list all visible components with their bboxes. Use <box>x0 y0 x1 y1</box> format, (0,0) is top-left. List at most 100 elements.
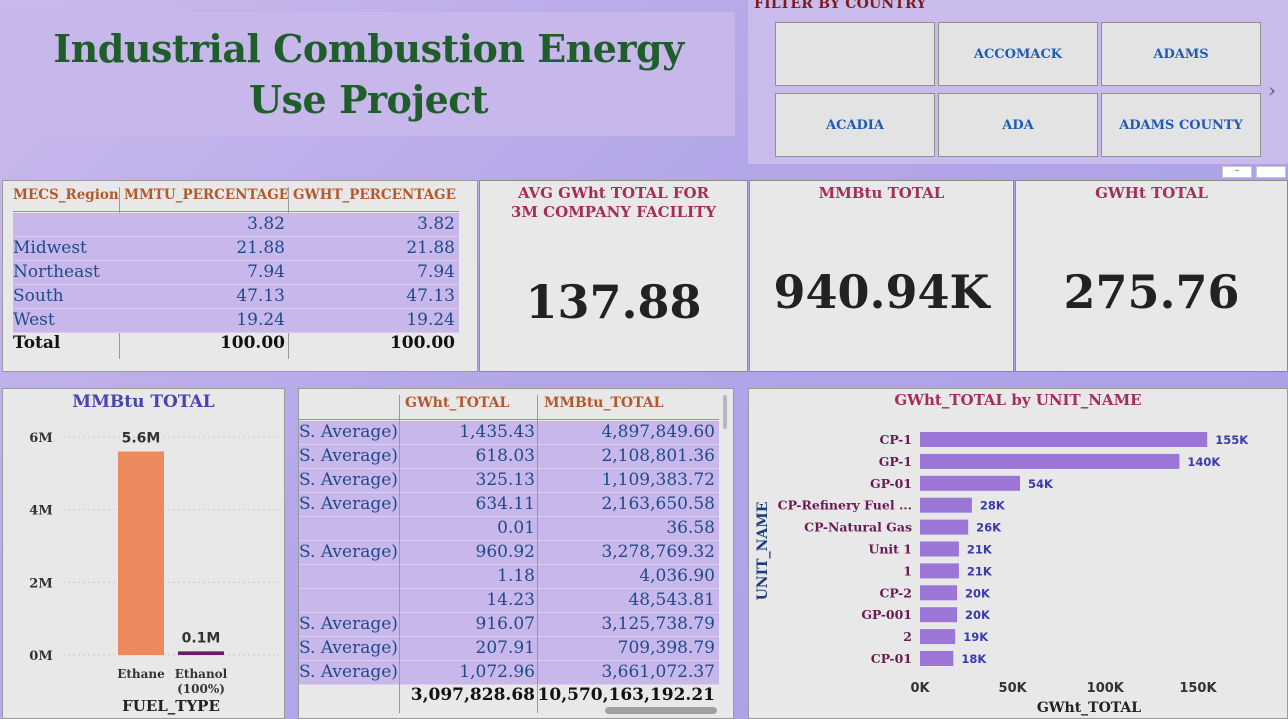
total-gwht: 100.00 <box>389 333 455 353</box>
gwht-total-cell: 634.11 <box>475 494 535 514</box>
total-label: Total <box>13 333 61 353</box>
mmbtu-total-cell: 3,125,738.79 <box>601 614 715 634</box>
data-label: 26K <box>976 521 1002 535</box>
table-row[interactable]: S. Average) 1,072.96 3,661,072.37 <box>299 661 719 685</box>
filter-option-ada[interactable]: ADA <box>938 93 1098 157</box>
chevron-right-icon[interactable]: › <box>1268 78 1276 102</box>
header-underline <box>299 419 719 420</box>
table-row[interactable]: South 47.13 47.13 <box>13 285 459 309</box>
table-row[interactable]: 14.23 48,543.81 <box>299 589 719 613</box>
bar-2 <box>920 629 956 645</box>
y-tick-label: CP-Refinery Fuel ... <box>778 498 912 513</box>
total-mmtu: 100.00 <box>219 333 285 353</box>
detail-total-row: 3,097,828.68 10,570,163,192.21 <box>299 685 719 709</box>
facility-name-cell: S. Average) <box>299 638 398 658</box>
table-row[interactable]: S. Average) 325.13 1,109,383.72 <box>299 469 719 493</box>
total-gwht: 3,097,828.68 <box>410 685 535 705</box>
y-tick-label: CP-01 <box>871 651 912 666</box>
column-header-mmtu[interactable]: MMTU_PERCENTAGE <box>124 187 290 203</box>
y-tick-label: 2M <box>29 576 52 591</box>
mmbtu-total-cell: 1,109,383.72 <box>601 470 715 490</box>
column-header-region[interactable]: MECS_Region <box>13 187 119 203</box>
mmbtu-total-cell: 3,661,072.37 <box>601 662 715 682</box>
y-tick-label: Unit 1 <box>868 542 912 557</box>
table-row[interactable]: S. Average) 916.07 3,125,738.79 <box>299 613 719 637</box>
data-label: 140K <box>1187 455 1221 469</box>
chart-title: MMBtu TOTAL <box>72 392 215 412</box>
table-row[interactable]: S. Average) 1,435.43 4,897,849.60 <box>299 421 719 445</box>
filter-option-acadia[interactable]: ACADIA <box>775 93 935 157</box>
bar-cp-1 <box>920 432 1208 447</box>
x-tick-label: (100%) <box>177 682 225 696</box>
horizontal-scrollbar[interactable] <box>605 707 717 714</box>
y-axis-label: UNIT_NAME <box>755 502 771 601</box>
gwht-total-cell: 1,072.96 <box>459 662 535 682</box>
bar-ethane <box>118 451 164 655</box>
region-name: West <box>13 310 55 330</box>
data-label: 19K <box>963 630 989 644</box>
data-label: 28K <box>980 499 1006 513</box>
filter-option-adams[interactable]: ADAMS <box>1101 22 1261 86</box>
x-tick-label: Ethane <box>117 667 165 681</box>
unit-name-bar-chart: CP-1 155K GP-1 140K GP-01 54K CP-Refinery Fuel… <box>755 432 1249 716</box>
kpi-title: GWHt TOTAL <box>1095 184 1208 202</box>
bar-gp-001 <box>920 607 958 623</box>
mmbtu-total-cell: 2,108,801.36 <box>601 446 715 466</box>
table-row[interactable]: West 19.24 19.24 <box>13 309 459 333</box>
vertical-scrollbar[interactable] <box>723 395 727 429</box>
filter-heading: FILTER BY COUNTRY <box>754 0 927 12</box>
y-tick-label: CP-2 <box>879 585 912 600</box>
column-header-gwht-total[interactable]: GWht_TOTAL <box>405 395 510 411</box>
region-name: Midwest <box>13 238 87 258</box>
gwht-percentage: 21.88 <box>406 238 455 258</box>
filter-option-accomack[interactable]: ACCOMACK <box>938 22 1098 86</box>
x-tick-label: 100K <box>1087 681 1125 696</box>
bar-ethanol-100- <box>178 651 224 655</box>
filter-option-adams-county[interactable]: ADAMS COUNTY <box>1101 93 1261 157</box>
gwht-total-cell: 1.18 <box>497 566 535 586</box>
x-tick-label: 0K <box>910 681 930 696</box>
chart-title: GWht_TOTAL by UNIT_NAME <box>894 391 1142 409</box>
total-mmbtu: 10,570,163,192.21 <box>537 685 715 705</box>
filter-option-blank[interactable] <box>775 22 935 86</box>
table-row[interactable]: S. Average) 207.91 709,398.79 <box>299 637 719 661</box>
slicer-clear-control[interactable]: – <box>1222 166 1252 178</box>
y-tick-label: 2 <box>903 629 912 644</box>
kpi-card-mmbtu-total: MMBtu TOTAL 940.94K <box>749 180 1014 372</box>
table-row[interactable]: S. Average) 960.92 3,278,769.32 <box>299 541 719 565</box>
gwht-total-cell: 207.91 <box>475 638 535 658</box>
table-row[interactable]: Northeast 7.94 7.94 <box>13 261 459 285</box>
data-label: 21K <box>967 543 993 557</box>
table-row[interactable]: Midwest 21.88 21.88 <box>13 237 459 261</box>
mmbtu-total-cell: 709,398.79 <box>617 638 715 658</box>
column-header-mmbtu-total[interactable]: MMBtu_TOTAL <box>544 395 664 411</box>
bar-1 <box>920 563 959 579</box>
table-row[interactable]: 1.18 4,036.90 <box>299 565 719 589</box>
gwht-total-cell: 325.13 <box>475 470 535 490</box>
facility-name-cell: S. Average) <box>299 446 398 466</box>
data-label: 20K <box>965 608 991 622</box>
x-axis-label: GWht_TOTAL <box>1037 700 1141 716</box>
kpi-value: 275.76 <box>1063 265 1240 319</box>
bar-cp-refinery-fuel- <box>920 497 972 513</box>
data-label: 21K <box>967 564 993 578</box>
y-tick-label: 6M <box>29 431 52 446</box>
gwht-percentage: 3.82 <box>417 214 455 234</box>
table-row[interactable]: 0.01 36.58 <box>299 517 719 541</box>
bar-unit-1 <box>920 541 959 557</box>
region-percentage-table: MECS_Region MMTU_PERCENTAGE GWHT_PERCENT… <box>2 180 478 372</box>
kpi-value: 137.88 <box>525 275 702 329</box>
mmtu-percentage: 7.94 <box>247 262 285 282</box>
y-tick-label: GP-1 <box>879 454 912 469</box>
table-row[interactable]: S. Average) 634.11 2,163,650.58 <box>299 493 719 517</box>
bar-cp-2 <box>920 585 958 601</box>
table-row[interactable]: 3.82 3.82 <box>13 213 459 237</box>
table-row[interactable]: S. Average) 618.03 2,108,801.36 <box>299 445 719 469</box>
facility-name-cell: S. Average) <box>299 470 398 490</box>
gwht-total-cell: 14.23 <box>486 590 535 610</box>
slicer-options-control[interactable] <box>1256 166 1286 178</box>
column-header-gwht[interactable]: GWHT_PERCENTAGE <box>293 187 456 203</box>
x-tick-label: 50K <box>999 681 1028 696</box>
total-row: Total 100.00 100.00 <box>13 333 459 357</box>
mmtu-percentage: 47.13 <box>236 286 285 306</box>
